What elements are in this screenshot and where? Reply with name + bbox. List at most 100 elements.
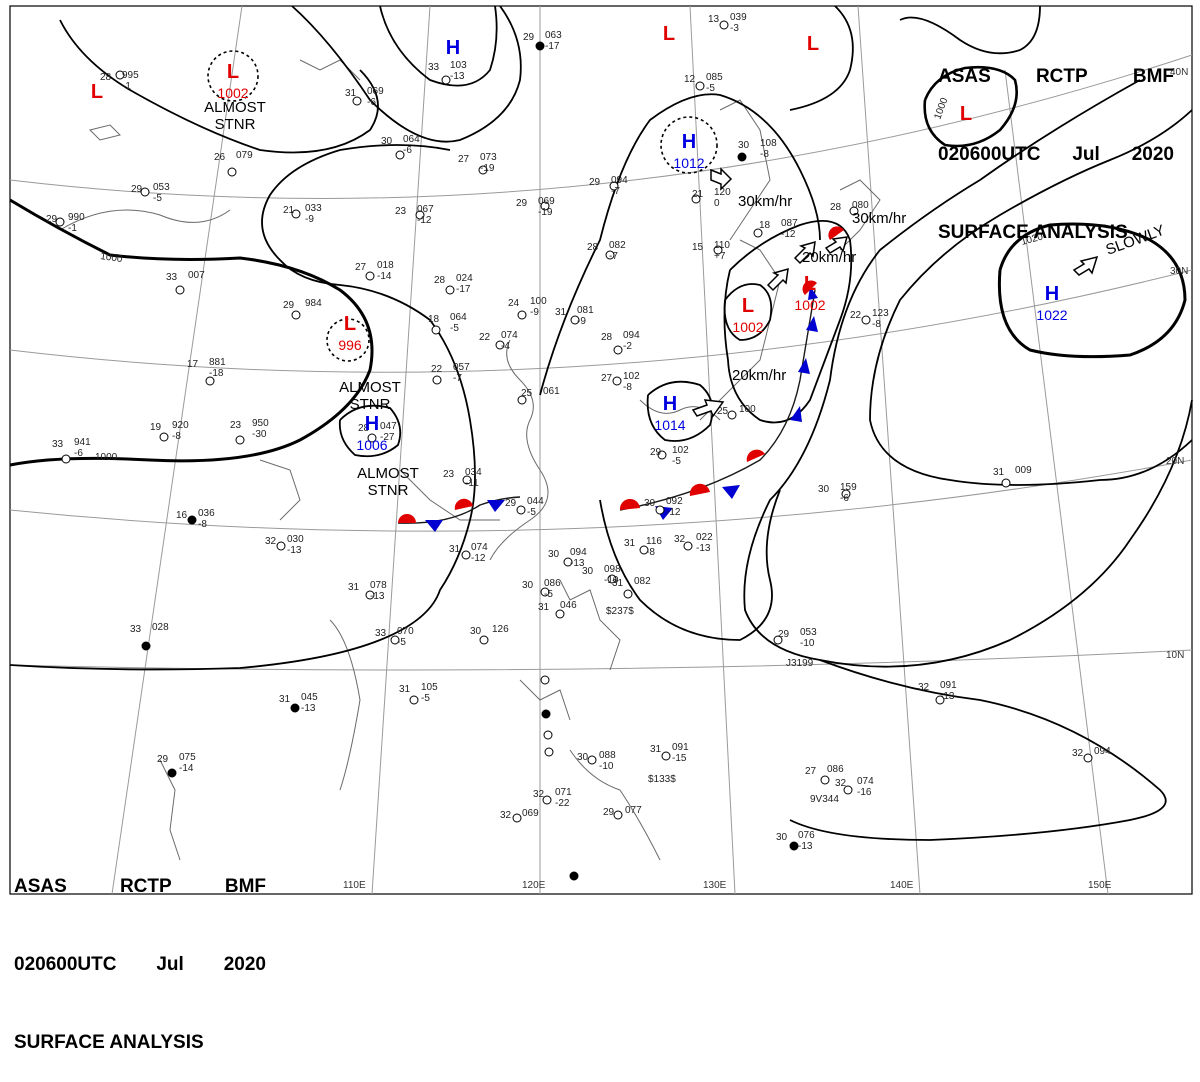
station-tendency: -16 bbox=[857, 787, 872, 798]
station-pressure: 092 bbox=[666, 496, 683, 507]
station-tendency: -7 bbox=[611, 186, 620, 197]
svg-text:130E: 130E bbox=[703, 880, 727, 891]
station-pressure: 102 bbox=[623, 371, 640, 382]
station-plot: 31 078-13 bbox=[348, 580, 387, 602]
system-letter: H bbox=[682, 131, 696, 153]
isobar-ne-outer bbox=[899, 5, 1041, 55]
station-plot: 31 074-12 bbox=[449, 542, 488, 564]
station-tendency: -3 bbox=[730, 23, 739, 34]
station-pressure: 123 bbox=[872, 308, 889, 319]
station-temp: 30 bbox=[582, 566, 594, 577]
station-plot: 18 087-12 bbox=[759, 218, 798, 240]
system-pressure: 1002 bbox=[732, 319, 763, 335]
station-temp: 28 bbox=[601, 332, 613, 343]
station-tendency: -13 bbox=[570, 558, 585, 569]
station-pressure: 074 bbox=[857, 776, 874, 787]
station-tendency: -5 bbox=[544, 589, 553, 600]
station-pressure: 033 bbox=[305, 203, 322, 214]
svg-text:20N: 20N bbox=[1166, 456, 1184, 467]
station-temp: 29 bbox=[131, 184, 143, 195]
station-pressure: 126 bbox=[492, 624, 509, 635]
station-temp: 19 bbox=[150, 422, 162, 433]
svg-text:J3199: J3199 bbox=[786, 658, 814, 669]
low-pressure-center: L bbox=[960, 103, 972, 125]
station-tendency: -10 bbox=[604, 575, 619, 586]
station-pressure: 081 bbox=[577, 305, 594, 316]
station-temp: 30 bbox=[470, 626, 482, 637]
station-tendency: -22 bbox=[555, 798, 570, 809]
system-letter: L bbox=[91, 81, 103, 103]
station-pressure: 036 bbox=[198, 508, 215, 519]
system-letter: L bbox=[742, 295, 754, 317]
isobar-1000-west bbox=[9, 198, 374, 467]
weather-map: 1000 1000 1000 1020 bbox=[9, 5, 1193, 895]
svg-text:30N: 30N bbox=[1170, 266, 1188, 277]
ship-ids: $237$ J3199 $133$ 9V344 bbox=[606, 606, 839, 805]
station-pressure: 024 bbox=[456, 273, 473, 284]
code: BMF bbox=[1132, 66, 1174, 87]
station-tendency: -10 bbox=[599, 761, 614, 772]
station-pressure: 045 bbox=[301, 692, 318, 703]
station-plot: 29 984 bbox=[283, 298, 322, 311]
isobar-thin-north-2 bbox=[291, 5, 522, 143]
station-plot: 32 074-16 bbox=[835, 776, 874, 798]
station-temp: 31 bbox=[399, 684, 411, 695]
station-temp: 13 bbox=[708, 14, 720, 25]
station-tendency: -5 bbox=[450, 323, 459, 334]
station-plot: 29 102-5 bbox=[650, 445, 689, 467]
station-plot: 22 057-7 bbox=[431, 362, 470, 384]
station-pressure: 082 bbox=[634, 576, 651, 587]
title: SURFACE ANALYSIS bbox=[14, 1032, 204, 1053]
low-pressure-center: L 996 bbox=[338, 313, 362, 353]
station-temp: 15 bbox=[692, 242, 704, 253]
station-pressure: 159 bbox=[840, 482, 857, 493]
system-letter: L bbox=[804, 273, 816, 295]
high-pressure-center: H 1006 bbox=[356, 413, 387, 453]
datetime: 020600UTC bbox=[14, 954, 117, 975]
station-tendency: -30 bbox=[252, 429, 267, 440]
station-plot: 31 082 bbox=[612, 576, 651, 589]
almost-stnr-label: ALMOST STNR bbox=[204, 99, 266, 133]
station-pressure: 094 bbox=[570, 547, 587, 558]
station-plot: 29 990-1 bbox=[46, 212, 85, 234]
station-plot: 31 045-13 bbox=[279, 692, 318, 714]
station-plot: 29 077 bbox=[603, 805, 642, 818]
svg-text:9V344: 9V344 bbox=[810, 794, 839, 805]
station-plot: 28 094-2 bbox=[601, 330, 640, 352]
station-tendency: -12 bbox=[666, 507, 681, 518]
station-tendency: -6 bbox=[403, 145, 412, 156]
svg-text:150E: 150E bbox=[1088, 880, 1112, 891]
station-pressure: 030 bbox=[287, 534, 304, 545]
station-plot: 27 086 bbox=[805, 764, 844, 777]
station-plot: 18 064-5 bbox=[428, 312, 467, 334]
station-temp: 30 bbox=[738, 140, 750, 151]
station-pressure: 984 bbox=[305, 298, 322, 309]
station-tendency: -5 bbox=[421, 693, 430, 704]
low-pressure-center: L bbox=[807, 33, 819, 55]
station-tendency: -6 bbox=[840, 493, 849, 504]
station-temp: 32 bbox=[1072, 748, 1084, 759]
station-pressure: 078 bbox=[370, 580, 387, 591]
station-plot: 23 067-12 bbox=[395, 204, 434, 226]
station-plot: 30 086-5 bbox=[522, 578, 561, 600]
station-temp: 33 bbox=[166, 272, 178, 283]
svg-text:120E: 120E bbox=[522, 880, 546, 891]
station-pressure: 064 bbox=[450, 312, 467, 323]
station-tendency: -17 bbox=[545, 41, 560, 52]
station-tendency: -7 bbox=[609, 251, 618, 262]
station-temp: 32 bbox=[674, 534, 686, 545]
speed-label: 30km/hr bbox=[738, 193, 792, 210]
isobar-low-jp-inner bbox=[723, 283, 773, 341]
station-pressure: 100 bbox=[530, 296, 547, 307]
station-temp: 27 bbox=[355, 262, 367, 273]
system-letter: L bbox=[344, 313, 356, 335]
station-plot: 12 085-5 bbox=[684, 72, 723, 94]
station-plot: 27 102-8 bbox=[601, 371, 640, 393]
station-tendency: -18 bbox=[209, 368, 224, 379]
station-tendency: -7 bbox=[453, 373, 462, 384]
station-tendency: -13 bbox=[798, 841, 813, 852]
month: Jul bbox=[1072, 144, 1100, 165]
station-pressure: 061 bbox=[543, 386, 560, 397]
high-pressure-center: H bbox=[446, 37, 460, 59]
